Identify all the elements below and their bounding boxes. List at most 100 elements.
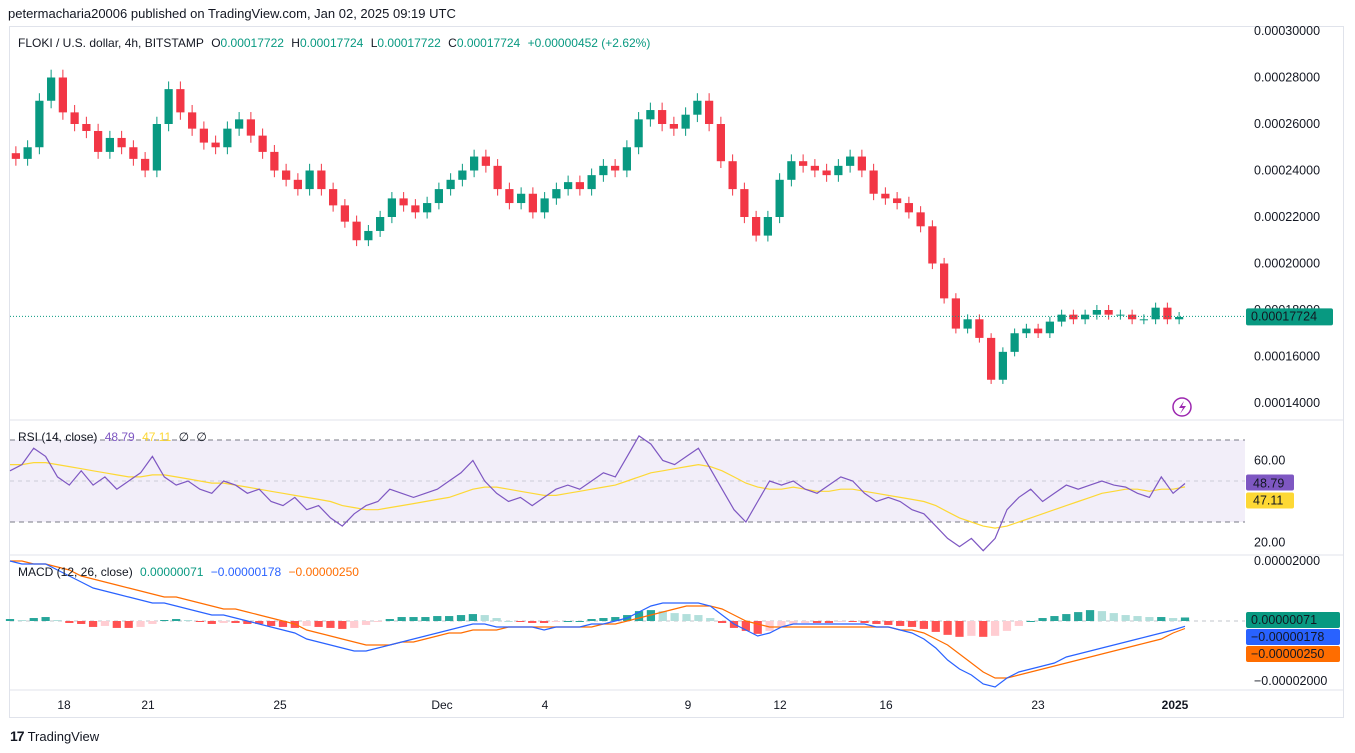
macd-title[interactable]: MACD (12, 26, close) — [18, 565, 133, 579]
candle — [963, 319, 972, 329]
macd-histogram-bar — [409, 617, 418, 621]
candle — [470, 156, 479, 171]
candle — [117, 137, 126, 148]
macd-histogram-bar — [587, 619, 596, 621]
candle — [634, 119, 643, 148]
last-price-label: 0.00017724 — [1251, 309, 1317, 323]
macd-histogram-bar — [433, 616, 442, 621]
candle — [58, 77, 67, 113]
footer-brand[interactable]: TradingView — [27, 728, 100, 744]
macd-histogram-bar — [421, 617, 430, 621]
candle — [646, 110, 655, 120]
macd-histogram-bar — [136, 621, 145, 627]
macd-histogram-bar — [718, 621, 727, 623]
rsi-badge — [1246, 474, 1294, 491]
macd-histogram-bar — [1026, 621, 1035, 622]
macd-histogram-bar — [907, 621, 917, 627]
price-tick-label: 0.00028000 — [1254, 71, 1320, 85]
candle — [23, 147, 32, 159]
macd-histogram-bar — [41, 617, 50, 621]
candle — [681, 114, 690, 129]
macd-badge-label: −0.00000250 — [1251, 647, 1324, 661]
macd-histogram-bar — [1097, 611, 1107, 621]
price-tick-label: 0.00020000 — [1254, 257, 1320, 271]
candle — [305, 170, 314, 190]
macd-histogram-bar — [706, 618, 715, 621]
candle — [951, 298, 960, 329]
candle — [857, 156, 866, 171]
rsi-extra-1: ∅ — [178, 430, 190, 444]
last-price-badge — [1246, 308, 1333, 326]
candle — [152, 124, 161, 171]
macd-histogram-bar — [919, 621, 929, 629]
rsi-title[interactable]: RSI (14, close) — [18, 430, 98, 444]
macd-histogram-bar — [896, 621, 905, 626]
macd-histogram-bar — [516, 621, 525, 622]
macd-histogram-bar — [172, 619, 181, 621]
candle — [47, 77, 56, 101]
macd-histogram-bar — [539, 621, 549, 623]
macd-histogram-bar — [765, 621, 774, 631]
macd-badge — [1246, 629, 1340, 645]
candle — [1151, 307, 1160, 320]
macd-histogram-bar — [160, 620, 169, 622]
candle — [246, 119, 255, 136]
macd-histogram-bar — [243, 621, 252, 624]
candle — [893, 198, 902, 204]
change-value: +0.00000452 (+2.62%) — [527, 36, 651, 50]
close-value: 0.00017724 — [456, 36, 521, 50]
candle — [105, 137, 114, 152]
macd-histogram-bar — [5, 619, 15, 621]
candle — [376, 217, 385, 231]
macd-histogram-bar — [1157, 617, 1166, 621]
macd-histogram-bar — [1062, 614, 1071, 621]
macd-histogram-bar — [361, 621, 371, 625]
macd-histogram-bar — [468, 614, 477, 621]
macd-histogram-bar — [884, 621, 893, 625]
macd-histogram-bar — [326, 621, 335, 628]
macd-histogram-bar — [65, 621, 74, 623]
candle — [916, 212, 925, 227]
macd-histogram-bar — [682, 614, 691, 621]
macd-signal-line — [10, 560, 1186, 679]
macd-histogram-bar — [836, 621, 845, 622]
macd-histogram-bar — [124, 621, 133, 628]
macd-histogram-bar — [1121, 615, 1130, 621]
symbol-label[interactable]: FLOKI / U.S. dollar, 4h, BITSTAMP — [18, 36, 204, 50]
candle — [176, 89, 185, 113]
candle — [1045, 321, 1054, 334]
high-label: H — [291, 36, 300, 50]
candle — [1163, 307, 1172, 320]
macd-histogram-bar — [278, 621, 288, 627]
candle — [129, 147, 138, 159]
macd-histogram-bar — [1109, 613, 1118, 621]
macd-histogram-bar — [931, 621, 940, 632]
macd-line-value: −0.00000178 — [210, 565, 282, 579]
candle — [752, 217, 761, 236]
candle — [399, 198, 408, 206]
date-tick-label: 4 — [542, 698, 549, 712]
candle — [1069, 314, 1078, 320]
candle — [458, 170, 467, 180]
candle — [799, 161, 808, 166]
rsi-ma-value: 47.11 — [142, 430, 172, 444]
candle — [70, 112, 79, 124]
low-label: L — [370, 36, 378, 50]
macd-histogram-bar — [943, 621, 952, 635]
macd-histogram-bar — [611, 617, 620, 621]
macd-histogram-bar — [753, 621, 762, 634]
macd-histogram-bar — [207, 621, 216, 624]
macd-tick-label: 0.00002000 — [1254, 554, 1320, 568]
lightning-icon — [1172, 397, 1192, 417]
candle — [587, 175, 596, 190]
macd-histogram-bar — [979, 621, 988, 637]
macd-histogram-bar — [990, 621, 1000, 636]
candle — [881, 193, 890, 199]
macd-histogram-bar — [314, 621, 323, 627]
candle — [188, 112, 197, 129]
macd-histogram-bar — [77, 621, 86, 624]
macd-histogram-bar — [100, 621, 110, 626]
macd-histogram-bar — [599, 618, 608, 621]
price-tick-label: 0.00026000 — [1254, 117, 1320, 131]
